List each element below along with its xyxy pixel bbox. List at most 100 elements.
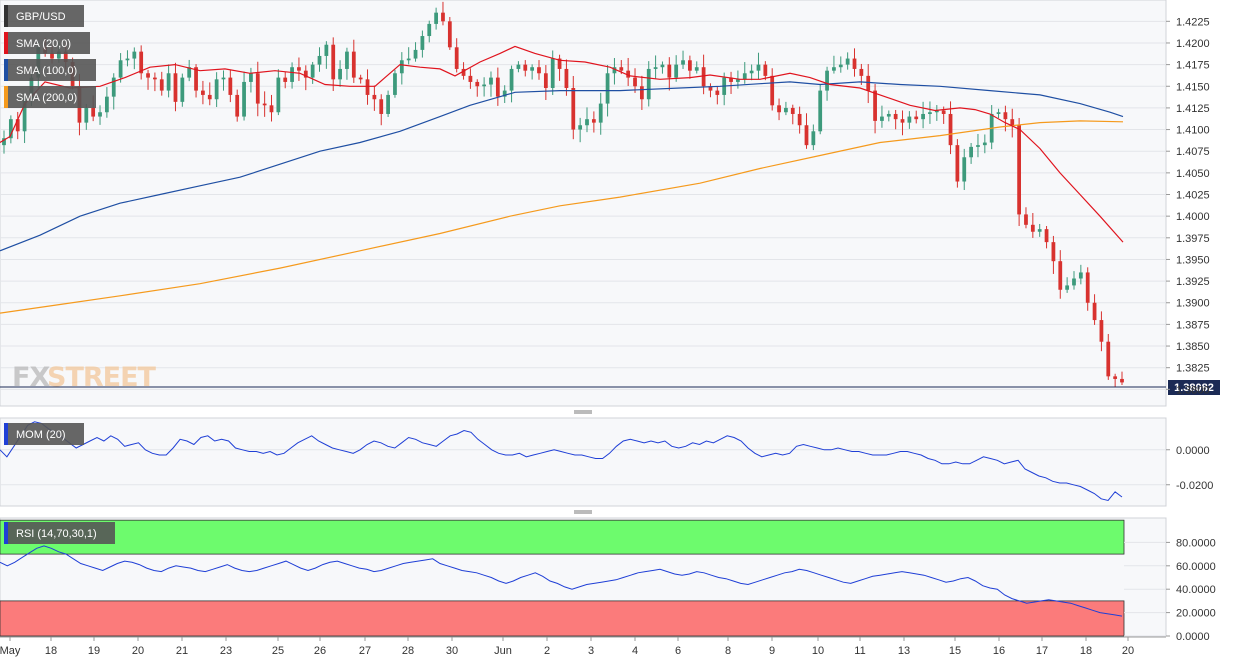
candle-body bbox=[880, 116, 884, 121]
candle-body bbox=[653, 67, 658, 69]
candle-body bbox=[825, 70, 829, 91]
legend-rsi[interactable]: RSI (14,70,30,1) bbox=[4, 522, 115, 544]
candle-body bbox=[1024, 214, 1028, 225]
candle-body bbox=[1113, 376, 1118, 379]
price-tick-label: 1.3825 bbox=[1176, 363, 1210, 375]
svg-text:RSI (14,70,30,1): RSI (14,70,30,1) bbox=[16, 528, 97, 540]
price-tick-label: 1.4100 bbox=[1176, 125, 1210, 137]
price-tick-label: 1.4000 bbox=[1176, 211, 1210, 223]
rsi-tick-label: 20.0000 bbox=[1176, 608, 1216, 620]
candle-body bbox=[537, 67, 541, 74]
rsi-tick-label: 80.0000 bbox=[1176, 537, 1216, 549]
panel-splitter-1[interactable] bbox=[574, 410, 592, 414]
candle-body bbox=[262, 103, 267, 106]
panel-splitter-2[interactable] bbox=[574, 510, 592, 514]
rsi-tick-label: 60.0000 bbox=[1176, 561, 1216, 573]
candle-body bbox=[790, 107, 795, 114]
candle-body bbox=[948, 113, 953, 146]
candle-body bbox=[571, 87, 576, 130]
legend-sma-200[interactable]: SMA (200,0) bbox=[4, 86, 96, 108]
legend-sma-100[interactable]: SMA (100,0) bbox=[4, 59, 96, 81]
date-axis: May 18 19 20 21 23 25 26 27 28 30 Jun 2 3 4 6 8 9 10 11 13 15… bbox=[0, 636, 1166, 657]
candle-body bbox=[1003, 112, 1008, 120]
svg-text:STREET: STREET bbox=[47, 362, 157, 393]
candle-body bbox=[166, 73, 171, 91]
svg-text:MOM (20): MOM (20) bbox=[16, 429, 66, 441]
candle-body bbox=[605, 73, 610, 104]
candle-body bbox=[543, 73, 548, 88]
date-tick-label: 8 bbox=[725, 645, 731, 657]
candle-body bbox=[331, 44, 336, 80]
candle-body bbox=[324, 44, 329, 56]
mom-panel bbox=[0, 417, 1167, 507]
rsi-oversold-zone bbox=[0, 600, 1125, 637]
date-tick-label: 26 bbox=[314, 645, 326, 657]
candle-body bbox=[804, 125, 809, 146]
candle-body bbox=[194, 67, 198, 91]
candle-body bbox=[969, 146, 973, 158]
candle-body bbox=[468, 75, 473, 82]
candle-body bbox=[420, 36, 425, 50]
candle-body bbox=[297, 67, 301, 71]
candle-body bbox=[818, 90, 823, 132]
sma-lines bbox=[0, 45, 1124, 314]
candle-body bbox=[1044, 229, 1049, 243]
legend-gbpusd[interactable]: GBP/USD bbox=[4, 5, 84, 27]
candle-body bbox=[495, 77, 500, 97]
price-grid bbox=[0, 20, 1166, 390]
date-tick-label: 3 bbox=[588, 645, 594, 657]
rsi-line bbox=[0, 545, 1123, 617]
candle-body bbox=[962, 157, 967, 182]
candle-body bbox=[269, 105, 274, 113]
candle-body bbox=[633, 77, 637, 87]
candle-body bbox=[708, 86, 713, 91]
candle-body bbox=[132, 51, 137, 59]
candle-body bbox=[214, 79, 219, 100]
price-tick-label: 1.3950 bbox=[1176, 254, 1210, 266]
date-tick-label: 4 bbox=[632, 645, 638, 657]
candle-body bbox=[777, 105, 781, 113]
candle-body bbox=[619, 67, 624, 71]
date-tick-label: 27 bbox=[359, 645, 371, 657]
candle-body bbox=[1106, 341, 1111, 377]
date-tick-label: 19 bbox=[88, 645, 100, 657]
candle-body bbox=[996, 112, 1001, 114]
candle-body bbox=[63, 51, 68, 63]
candle-body bbox=[338, 68, 342, 80]
price-tick-label: 1.3850 bbox=[1176, 341, 1210, 353]
candle-body bbox=[351, 51, 356, 78]
candle-body bbox=[413, 49, 418, 59]
legend-mom[interactable]: MOM (20) bbox=[4, 423, 84, 445]
candle-body bbox=[98, 112, 102, 117]
price-axis: 1.4225 1.4200 1.4175 1.4150 1.4125 1.4100 1.40… bbox=[1166, 16, 1210, 396]
candle-body bbox=[379, 99, 384, 114]
candle-body bbox=[736, 79, 740, 82]
candle-body bbox=[667, 64, 672, 78]
candle-body bbox=[1051, 242, 1056, 262]
legend-sma-20[interactable]: SMA (20,0) bbox=[4, 32, 90, 54]
candle-body bbox=[585, 119, 589, 126]
candle-body bbox=[310, 64, 315, 78]
candle-body bbox=[482, 84, 487, 87]
rsi-tick-label: 0.0000 bbox=[1176, 631, 1210, 643]
date-tick-label: 25 bbox=[272, 645, 284, 657]
date-tick-label: 17 bbox=[1036, 645, 1048, 657]
candle-body bbox=[22, 99, 27, 132]
candle-body bbox=[982, 142, 987, 146]
candle-body bbox=[489, 77, 493, 85]
candle-body bbox=[688, 60, 692, 71]
candle-body bbox=[118, 60, 123, 78]
mom-tick-label: -0.0200 bbox=[1176, 480, 1213, 492]
candle-body bbox=[729, 77, 733, 82]
candle-body bbox=[146, 73, 150, 78]
candle-body bbox=[406, 58, 411, 61]
svg-text:SMA (200,0): SMA (200,0) bbox=[16, 92, 77, 104]
fxstreet-watermark: FX STREET bbox=[12, 362, 158, 393]
candle-body bbox=[441, 12, 445, 22]
candle-body bbox=[811, 131, 816, 146]
mom-line bbox=[0, 421, 1123, 502]
candle-body bbox=[941, 110, 946, 114]
candle-body bbox=[303, 70, 308, 78]
candle-body bbox=[187, 67, 192, 78]
